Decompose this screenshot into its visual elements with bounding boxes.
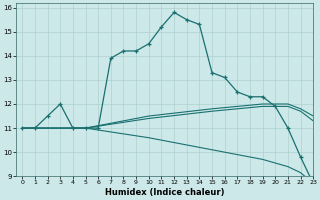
X-axis label: Humidex (Indice chaleur): Humidex (Indice chaleur) — [105, 188, 224, 197]
